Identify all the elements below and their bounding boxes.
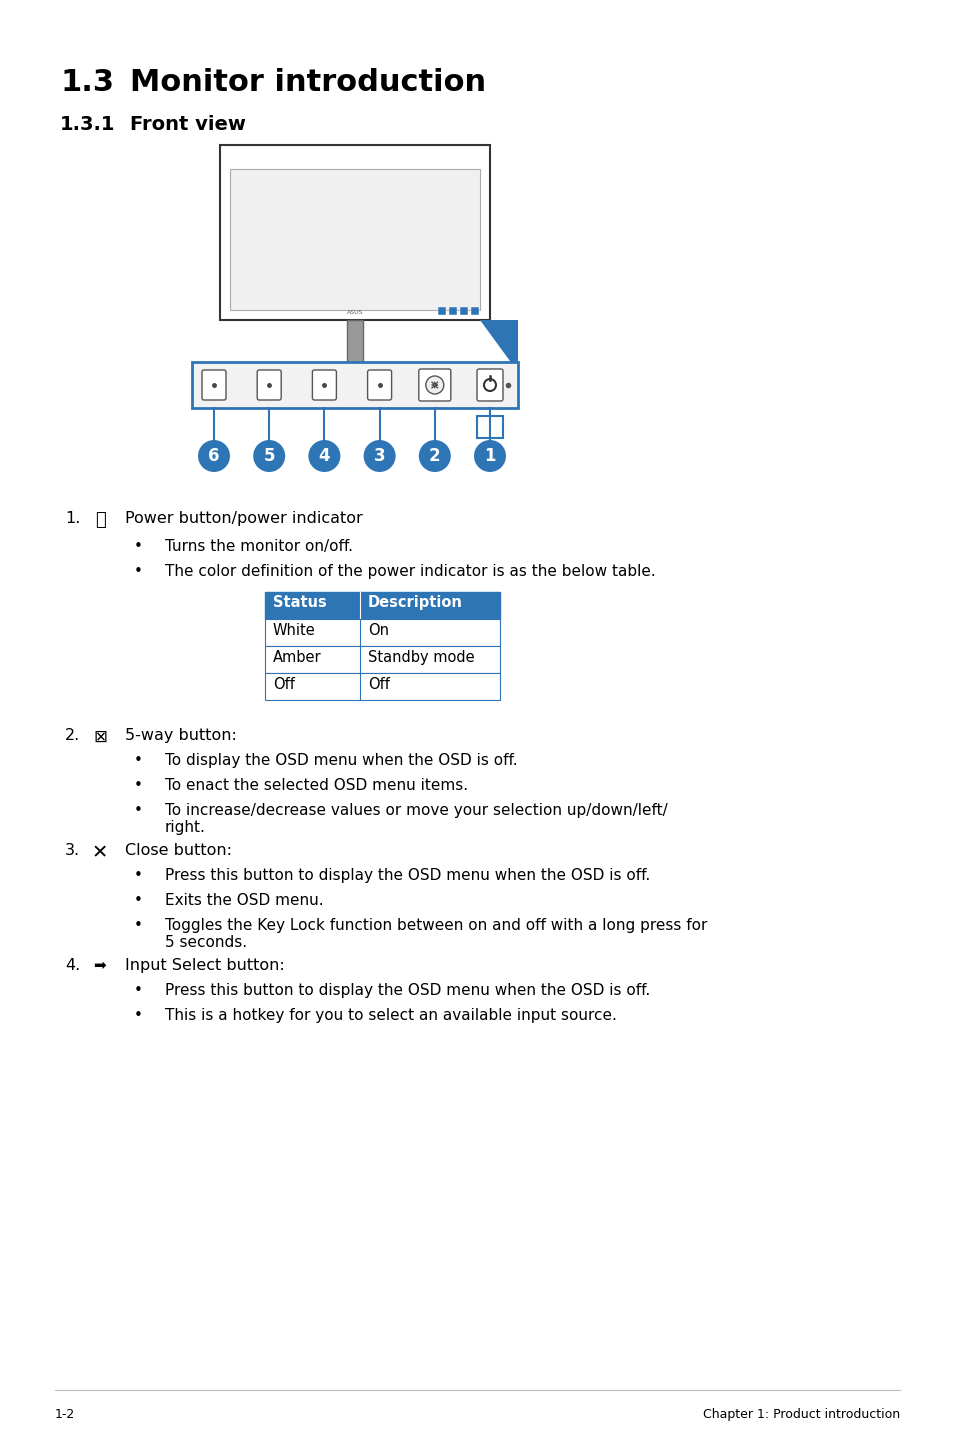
Bar <box>449 306 456 315</box>
Bar <box>265 673 499 700</box>
Bar <box>459 306 468 315</box>
Text: ✕: ✕ <box>91 843 108 861</box>
Polygon shape <box>479 321 517 372</box>
Text: Input Select button:: Input Select button: <box>125 958 284 974</box>
Text: •: • <box>133 984 142 998</box>
Text: To enact the selected OSD menu items.: To enact the selected OSD menu items. <box>165 778 468 792</box>
Text: 5: 5 <box>263 447 274 464</box>
Text: Monitor introduction: Monitor introduction <box>130 68 486 96</box>
Text: 4.: 4. <box>65 958 80 974</box>
Text: 3: 3 <box>374 447 385 464</box>
Text: Chapter 1: Product introduction: Chapter 1: Product introduction <box>702 1408 899 1421</box>
FancyBboxPatch shape <box>257 370 281 400</box>
Text: To increase/decrease values or move your selection up/down/left/
right.: To increase/decrease values or move your… <box>165 802 667 835</box>
Circle shape <box>425 375 443 394</box>
Text: Close button:: Close button: <box>125 843 232 858</box>
Bar <box>347 321 363 368</box>
FancyBboxPatch shape <box>312 370 336 400</box>
Text: ASUS: ASUS <box>346 311 363 315</box>
Text: Power button/power indicator: Power button/power indicator <box>125 510 362 526</box>
Bar <box>265 618 499 646</box>
Text: 1.3.1: 1.3.1 <box>60 115 115 134</box>
Text: ⊠: ⊠ <box>93 728 107 746</box>
Text: 2: 2 <box>429 447 440 464</box>
Text: 5-way button:: 5-way button: <box>125 728 236 743</box>
Bar <box>192 362 517 408</box>
Text: 3.: 3. <box>65 843 80 858</box>
Text: 2.: 2. <box>65 728 80 743</box>
Text: Description: Description <box>368 595 462 610</box>
Text: Off: Off <box>368 677 390 692</box>
Text: This is a hotkey for you to select an available input source.: This is a hotkey for you to select an av… <box>165 1008 617 1022</box>
Text: Front view: Front view <box>130 115 246 134</box>
Text: Toggles the Key Lock function between on and off with a long press for
5 seconds: Toggles the Key Lock function between on… <box>165 917 706 951</box>
Text: Off: Off <box>273 677 294 692</box>
Text: •: • <box>133 802 142 818</box>
Bar <box>265 592 499 618</box>
Text: Amber: Amber <box>273 650 321 664</box>
Text: ⏻: ⏻ <box>94 510 105 529</box>
Circle shape <box>418 440 451 472</box>
Bar <box>230 170 479 311</box>
Text: 1-2: 1-2 <box>55 1408 75 1421</box>
Text: To display the OSD menu when the OSD is off.: To display the OSD menu when the OSD is … <box>165 754 517 768</box>
Text: 1: 1 <box>484 447 496 464</box>
Text: Press this button to display the OSD menu when the OSD is off.: Press this button to display the OSD men… <box>165 984 650 998</box>
Text: •: • <box>133 778 142 792</box>
Bar <box>471 306 478 315</box>
Text: Turns the monitor on/off.: Turns the monitor on/off. <box>165 539 353 554</box>
Text: •: • <box>133 564 142 580</box>
FancyBboxPatch shape <box>367 370 391 400</box>
Circle shape <box>308 440 340 472</box>
Text: •: • <box>133 754 142 768</box>
Text: 6: 6 <box>208 447 219 464</box>
Text: Press this button to display the OSD menu when the OSD is off.: Press this button to display the OSD men… <box>165 869 650 883</box>
Text: 4: 4 <box>318 447 330 464</box>
Circle shape <box>474 440 505 472</box>
Bar <box>220 145 490 321</box>
Text: •: • <box>133 917 142 933</box>
Bar <box>437 306 446 315</box>
Circle shape <box>198 440 230 472</box>
Text: Standby mode: Standby mode <box>368 650 475 664</box>
Circle shape <box>253 440 285 472</box>
Text: Status: Status <box>273 595 327 610</box>
Text: •: • <box>133 869 142 883</box>
FancyBboxPatch shape <box>476 370 502 401</box>
Text: 1.3: 1.3 <box>60 68 113 96</box>
Text: The color definition of the power indicator is as the below table.: The color definition of the power indica… <box>165 564 655 580</box>
Text: 1.: 1. <box>65 510 80 526</box>
Bar <box>476 416 502 439</box>
Text: •: • <box>133 893 142 907</box>
Text: Exits the OSD menu.: Exits the OSD menu. <box>165 893 323 907</box>
Text: On: On <box>368 623 389 638</box>
Text: ➡: ➡ <box>93 958 107 974</box>
FancyBboxPatch shape <box>418 370 451 401</box>
Text: •: • <box>133 1008 142 1022</box>
Text: White: White <box>273 623 315 638</box>
FancyBboxPatch shape <box>297 367 412 381</box>
FancyBboxPatch shape <box>202 370 226 400</box>
Circle shape <box>363 440 395 472</box>
Text: •: • <box>133 539 142 554</box>
Bar <box>265 646 499 673</box>
